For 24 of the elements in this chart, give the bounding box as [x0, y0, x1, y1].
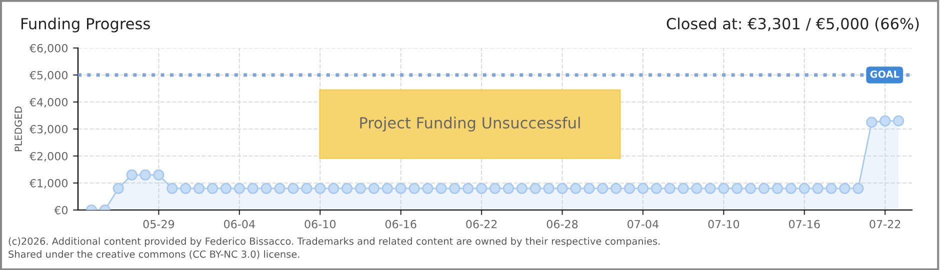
y-tick-label: €6,000 — [29, 44, 68, 54]
y-tick-label: €2,000 — [29, 152, 68, 162]
x-tick-label: 06-16 — [385, 220, 416, 228]
y-tick-label: €0 — [54, 206, 68, 214]
x-tick-label: 07-16 — [788, 220, 820, 228]
y-tick-label: €3,000 — [29, 124, 68, 135]
text: Shared under the creative commons (CC BY-NC 3.0) license. — [8, 250, 300, 259]
x-tick-label: 06-28 — [546, 220, 578, 228]
y-tick-label: €4,000 — [29, 98, 68, 108]
ref-line-label: GOAL — [870, 70, 900, 78]
x-tick-label: 05-29 — [143, 220, 174, 228]
x-tick-label: 07-04 — [628, 220, 658, 228]
y-tick-label: €1,000 — [29, 178, 68, 189]
y-tick-label: €5,000 — [29, 70, 68, 81]
y-axis-title: PLEDGED — [14, 106, 22, 152]
x-tick-label: 06-10 — [304, 220, 336, 228]
annotation: Project Funding Unsuccessful — [360, 116, 580, 132]
x-tick-label: 06-04 — [224, 220, 255, 228]
x-tick-label: 07-10 — [708, 220, 740, 228]
x-tick-label: 06-22 — [466, 220, 497, 228]
text: (c)2026. Additional content provided by Federico Bissacco. Trademarks and related content are owned by their respective companies. — [8, 237, 660, 247]
chart-title: Funding Progress — [22, 18, 150, 32]
x-tick-label: 07-22 — [870, 220, 900, 228]
chart-subtitle: Closed at: €3,301 / €5,000 (66%) — [666, 18, 919, 32]
